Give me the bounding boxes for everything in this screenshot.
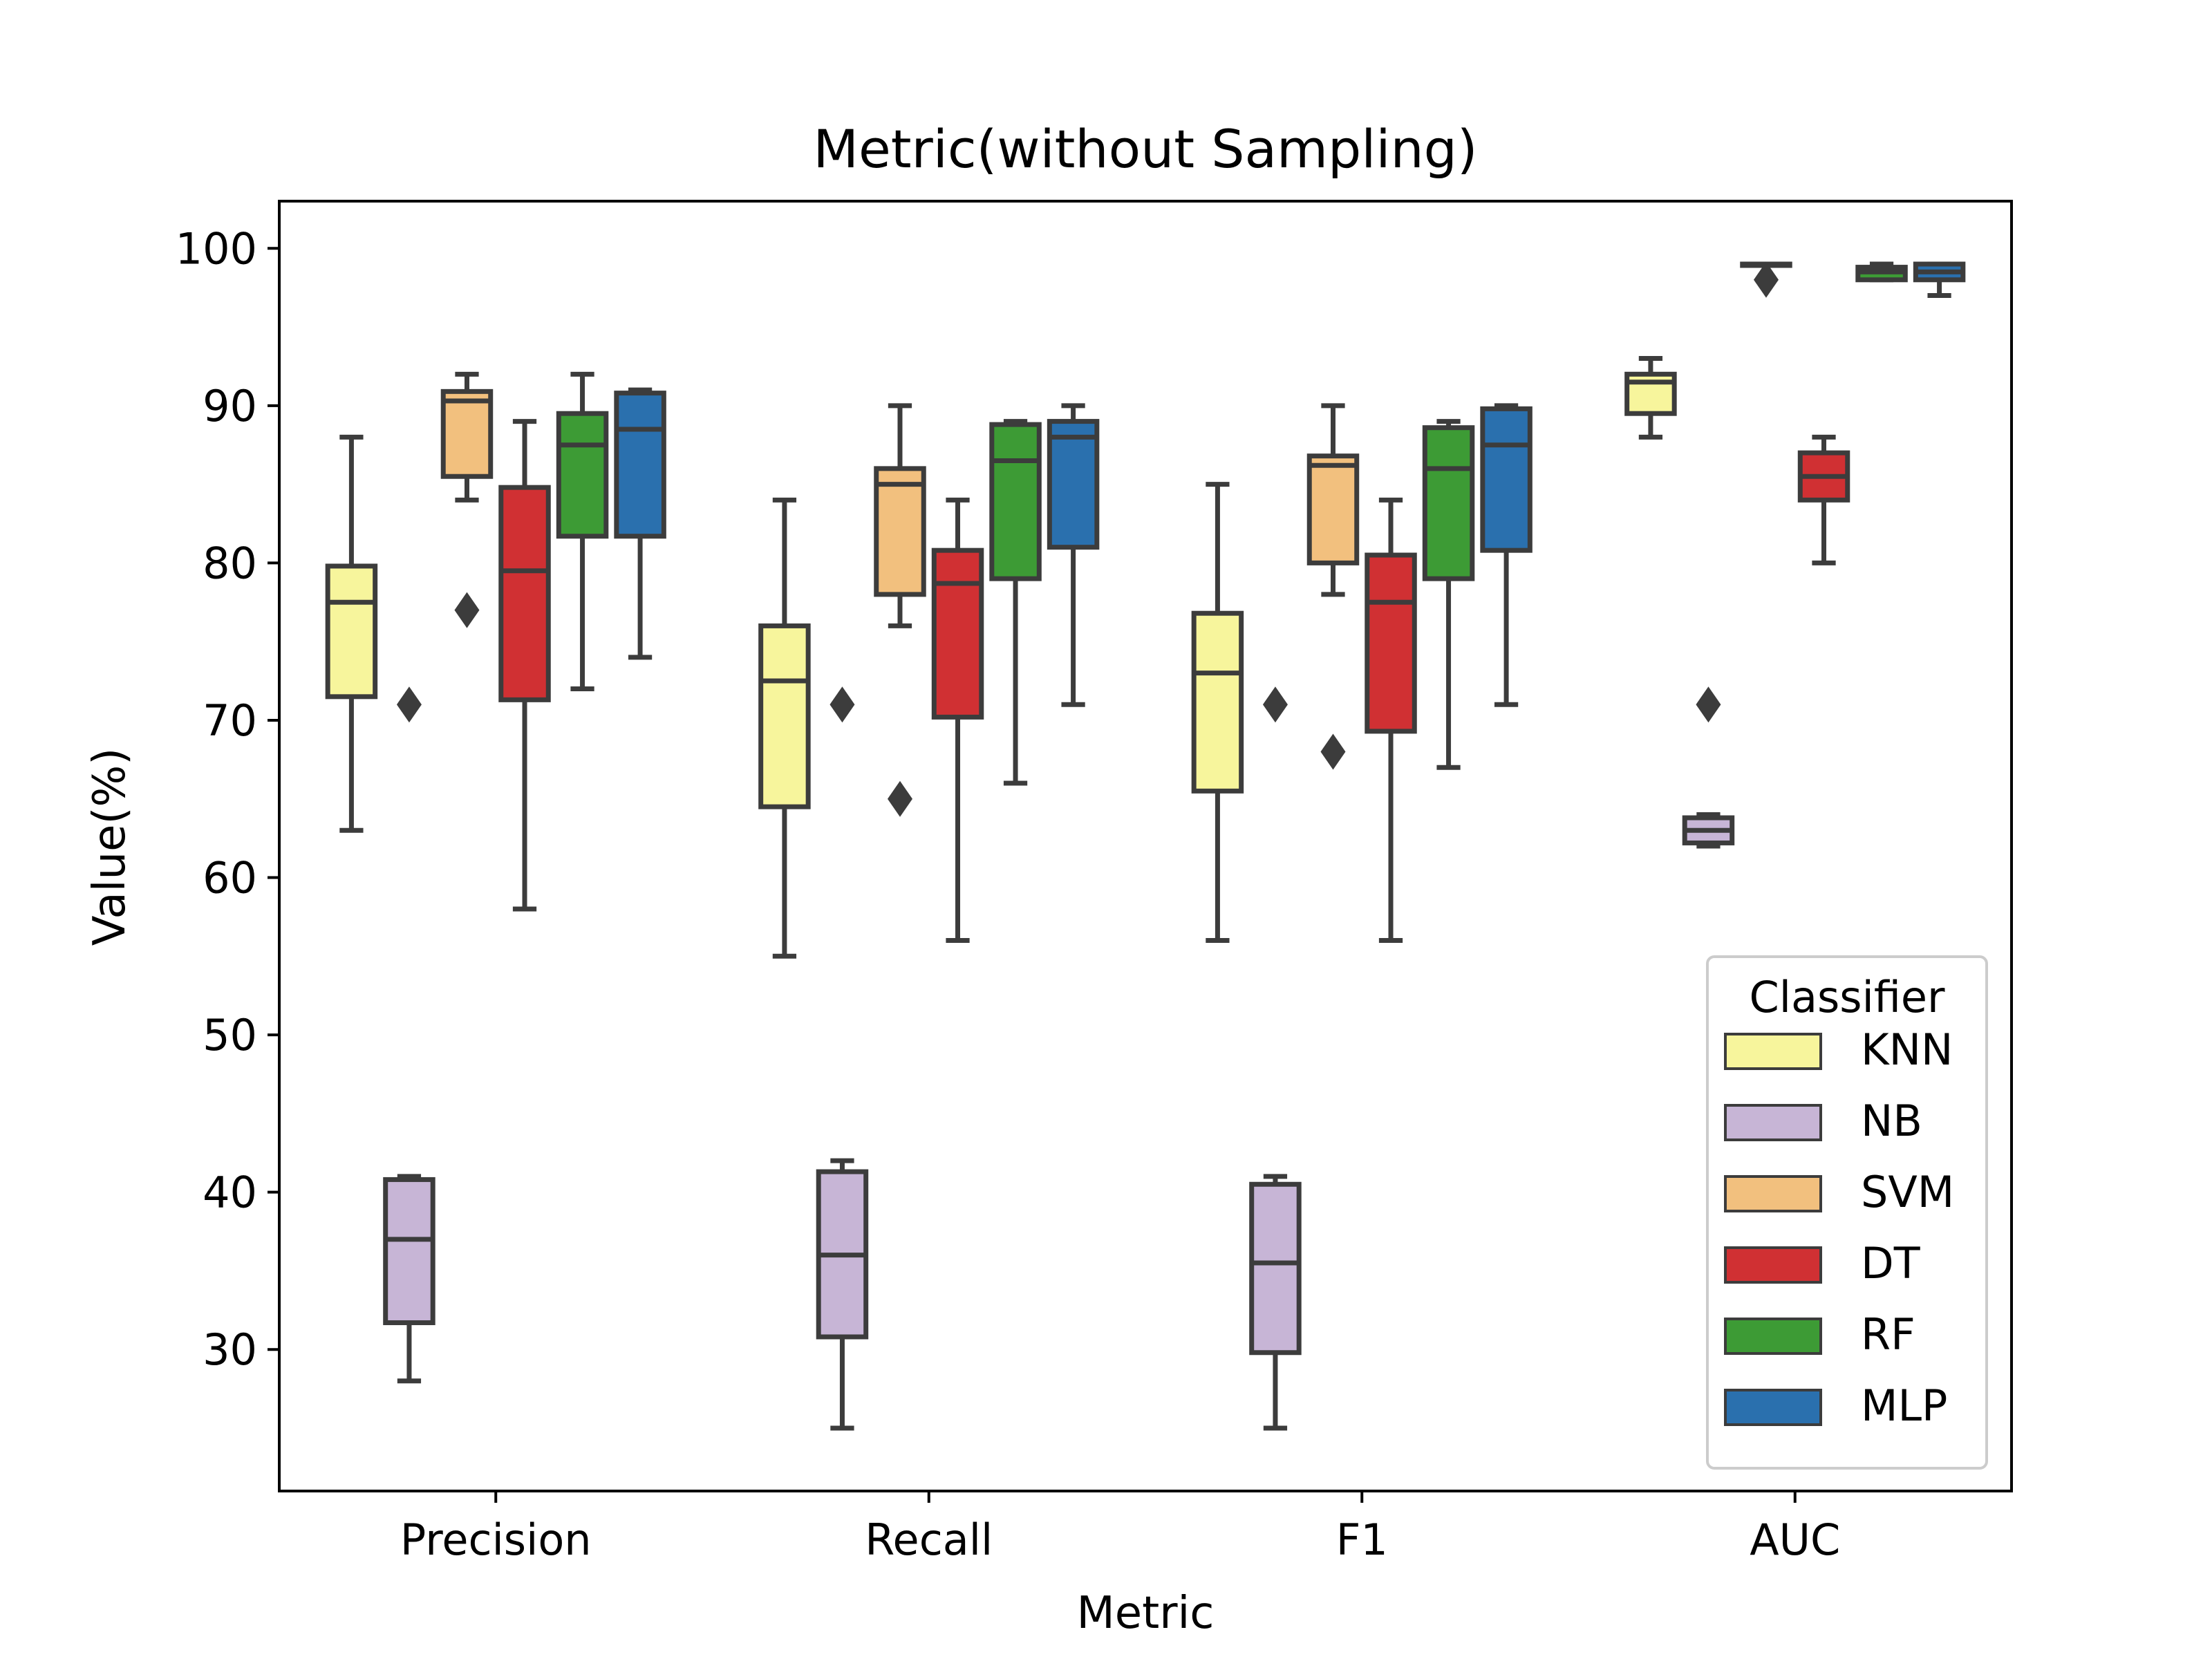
y-axis-label: Value(%) xyxy=(84,748,135,946)
x-tick-label: Recall xyxy=(865,1515,993,1565)
outlier-marker xyxy=(830,686,855,723)
y-tick-label: 90 xyxy=(203,381,257,431)
box-knn xyxy=(758,497,811,959)
box-dt xyxy=(1797,434,1850,565)
box-rf xyxy=(556,371,609,691)
box-rf xyxy=(989,419,1042,786)
box-rect xyxy=(1191,610,1244,794)
outlier-marker xyxy=(1320,733,1346,770)
legend-label-knn: KNN xyxy=(1861,1024,1953,1075)
y-tick-label: 50 xyxy=(203,1010,257,1060)
outlier-marker xyxy=(1262,686,1288,723)
box-knn xyxy=(1191,482,1244,944)
legend-label-dt: DT xyxy=(1861,1238,1921,1288)
box-rect xyxy=(440,388,494,479)
x-tick-label: F1 xyxy=(1336,1515,1388,1565)
box-rect xyxy=(758,623,811,809)
box-nb xyxy=(1682,686,1735,849)
box-rect xyxy=(1422,425,1475,581)
legend-label-rf: RF xyxy=(1861,1309,1915,1360)
y-tick-label: 60 xyxy=(203,853,257,903)
x-axis-label: Metric xyxy=(1077,1588,1215,1639)
box-rect xyxy=(325,563,378,700)
box-knn xyxy=(325,434,378,833)
box-rect xyxy=(931,547,984,720)
box-svm xyxy=(440,371,494,628)
box-dt xyxy=(931,497,984,944)
box-rect xyxy=(498,485,551,702)
legend-label-mlp: MLP xyxy=(1861,1380,1947,1431)
y-tick-label: 100 xyxy=(176,223,257,274)
chart-title: Metric(without Sampling) xyxy=(813,118,1477,180)
box-rect xyxy=(1480,406,1533,553)
legend-label-svm: SVM xyxy=(1861,1167,1954,1217)
box-dt xyxy=(498,419,551,912)
box-dt xyxy=(1365,497,1417,944)
box-nb xyxy=(816,686,869,1431)
box-mlp xyxy=(1047,403,1100,707)
outlier-marker xyxy=(1753,261,1779,298)
box-rf xyxy=(1422,419,1475,770)
legend-swatch-nb xyxy=(1724,1104,1822,1141)
x-tick-label: Precision xyxy=(400,1515,592,1565)
y-tick-label: 40 xyxy=(203,1168,257,1218)
box-rf xyxy=(1855,261,1908,283)
box-rect xyxy=(1047,419,1100,550)
outlier-marker xyxy=(887,780,912,817)
box-rect xyxy=(556,411,609,539)
box-rect xyxy=(1249,1181,1302,1356)
outlier-marker xyxy=(1696,686,1721,723)
box-nb xyxy=(1249,686,1302,1431)
y-tick-label: 70 xyxy=(203,695,257,746)
box-svm xyxy=(874,403,926,817)
outlier-marker xyxy=(454,592,480,628)
y-tick-label: 80 xyxy=(203,538,257,588)
legend-label-nb: NB xyxy=(1861,1096,1922,1146)
box-rect xyxy=(614,391,666,539)
box-rect xyxy=(1365,552,1417,734)
y-tick-label: 30 xyxy=(203,1324,257,1375)
box-nb xyxy=(383,686,435,1384)
plot-frame xyxy=(278,200,2013,1492)
legend-title: Classifier xyxy=(1749,972,1945,1022)
legend-swatch-svm xyxy=(1724,1175,1822,1212)
legend-swatch-dt xyxy=(1724,1246,1822,1284)
plot-area: 30 40 50 60 70 80 90 100 Precision Recall F1 AUC xyxy=(176,200,2013,1565)
box-mlp xyxy=(1913,261,1966,299)
box-mlp xyxy=(614,387,666,660)
box-rect xyxy=(989,422,1042,581)
legend-swatch-mlp xyxy=(1724,1389,1822,1426)
box-svm xyxy=(1740,261,1792,298)
box-rect xyxy=(1306,453,1360,565)
box-svm xyxy=(1306,403,1360,770)
box-mlp xyxy=(1480,403,1533,707)
legend-swatch-rf xyxy=(1724,1318,1822,1355)
legend-swatch-knn xyxy=(1724,1033,1822,1070)
outlier-marker xyxy=(396,686,422,723)
box-rect xyxy=(383,1177,435,1326)
box-rect xyxy=(874,466,926,597)
x-tick-label: AUC xyxy=(1750,1515,1840,1565)
box-knn xyxy=(1624,356,1677,440)
